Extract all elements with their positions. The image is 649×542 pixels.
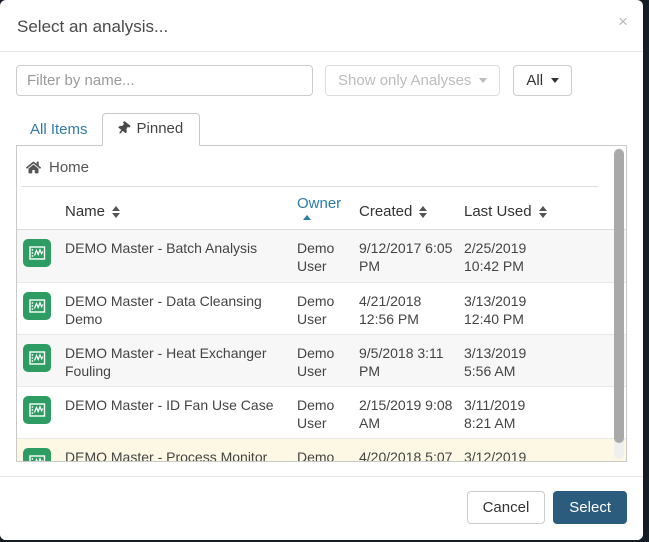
row-icon-cell <box>21 344 65 372</box>
column-header-name-label: Name <box>65 203 106 220</box>
table-rows: DEMO Master - Batch Analysis Demo User 9… <box>17 230 626 462</box>
breadcrumb-home-label: Home <box>49 159 90 176</box>
row-last-used: 3/12/2019 7:00 <box>464 449 527 462</box>
table-header-row: Name Owner Created Last Used <box>17 187 626 230</box>
tabs: All Items Pinned <box>16 113 627 146</box>
filter-row: Show only Analyses All <box>16 65 627 96</box>
table-row[interactable]: DEMO Master - ID Fan Use Case Demo User … <box>17 386 626 438</box>
row-owner: Demo <box>297 449 335 462</box>
items-table-panel: Home Name Owner Created Last Used <box>16 145 627 462</box>
column-header-owner[interactable]: Owner <box>297 195 359 220</box>
row-owner: Demo User <box>297 240 335 275</box>
analysis-icon <box>23 239 51 267</box>
row-created: 4/21/2018 12:56 PM <box>359 293 422 328</box>
sort-icon <box>419 205 428 218</box>
row-icon-cell <box>21 292 65 320</box>
table-row[interactable]: DEMO Master - Batch Analysis Demo User 9… <box>17 230 626 282</box>
column-header-last-used[interactable]: Last Used <box>464 203 564 220</box>
pin-icon <box>117 121 130 134</box>
row-name: DEMO Master - ID Fan Use Case <box>65 397 274 413</box>
close-icon[interactable]: × <box>618 12 628 31</box>
table-row[interactable]: DEMO Master - Data Cleansing Demo Demo U… <box>17 282 626 334</box>
row-created: 9/12/2017 6:05 PM <box>359 240 453 275</box>
table-row[interactable]: DEMO Master - Heat Exchanger Fouling Dem… <box>17 334 626 386</box>
row-name: DEMO Master - Data Cleansing Demo <box>65 293 262 328</box>
show-only-analyses-label: Show only Analyses <box>338 72 472 89</box>
modal-title: Select an analysis... <box>17 17 169 36</box>
row-last-used: 3/11/2019 8:21 AM <box>464 397 526 432</box>
row-name: DEMO Master - Process Monitor <box>65 449 268 462</box>
chevron-down-icon <box>479 78 488 83</box>
row-owner: Demo User <box>297 345 335 380</box>
row-icon-cell <box>21 239 65 267</box>
analysis-icon <box>23 396 51 424</box>
column-header-created[interactable]: Created <box>359 203 464 220</box>
tab-all-items-label: All Items <box>30 121 88 138</box>
cancel-button[interactable]: Cancel <box>466 491 546 524</box>
analysis-icon <box>23 448 51 461</box>
tab-all-items[interactable]: All Items <box>16 115 102 145</box>
analysis-icon <box>23 344 51 372</box>
row-name: DEMO Master - Batch Analysis <box>65 240 258 256</box>
scrollbar-track[interactable] <box>614 148 624 459</box>
row-created: 2/15/2019 9:08 AM <box>359 397 453 432</box>
column-header-name[interactable]: Name <box>65 203 297 220</box>
column-header-created-label: Created <box>359 203 413 220</box>
scope-all-dropdown[interactable]: All <box>513 65 573 96</box>
sort-icon <box>112 205 121 218</box>
column-header-last-used-label: Last Used <box>464 203 532 220</box>
filter-by-name-input[interactable] <box>16 65 313 96</box>
sort-asc-icon <box>303 215 311 220</box>
show-only-analyses-dropdown[interactable]: Show only Analyses <box>325 65 501 96</box>
row-last-used: 2/25/2019 10:42 PM <box>464 240 527 275</box>
row-created: 9/5/2018 3:11 PM <box>359 345 444 380</box>
breadcrumb-home[interactable]: Home <box>17 146 105 186</box>
scrollbar-thumb[interactable] <box>614 149 624 443</box>
column-header-owner-label: Owner <box>297 195 342 212</box>
chevron-down-icon <box>551 78 560 83</box>
row-last-used: 3/13/2019 12:40 PM <box>464 293 527 328</box>
row-icon-cell <box>21 448 65 461</box>
row-name: DEMO Master - Heat Exchanger Fouling <box>65 345 267 380</box>
tab-pinned-label: Pinned <box>136 120 184 137</box>
select-button[interactable]: Select <box>553 491 627 524</box>
row-owner: Demo User <box>297 293 335 328</box>
modal-header: Select an analysis... × <box>0 0 643 52</box>
row-created: 4/20/2018 5:07 <box>359 449 453 462</box>
modal-footer: Cancel Select <box>0 476 643 540</box>
breadcrumb-divider <box>21 186 598 187</box>
analysis-icon <box>23 292 51 320</box>
row-last-used: 3/13/2019 5:56 AM <box>464 345 527 380</box>
row-icon-cell <box>21 396 65 424</box>
table-row[interactable]: DEMO Master - Process Monitor Demo 4/20/… <box>17 438 626 462</box>
scope-all-label: All <box>526 72 544 89</box>
row-owner: Demo User <box>297 397 335 432</box>
tab-pinned[interactable]: Pinned <box>101 113 201 146</box>
home-icon <box>26 161 41 174</box>
sort-icon <box>538 205 547 218</box>
modal-body: Show only Analyses All All Items Pinned <box>0 52 643 462</box>
